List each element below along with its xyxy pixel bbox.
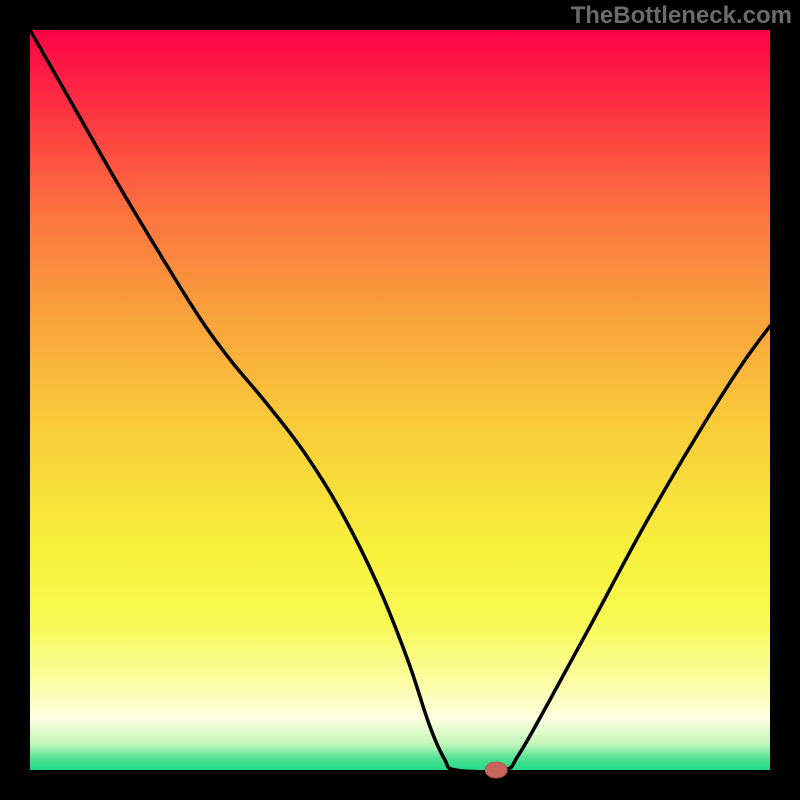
bottleneck-chart: TheBottleneck.com — [0, 0, 800, 800]
watermark-text: TheBottleneck.com — [571, 2, 792, 30]
optimal-marker — [485, 762, 507, 778]
chart-svg — [0, 0, 800, 800]
plot-background — [30, 30, 770, 770]
